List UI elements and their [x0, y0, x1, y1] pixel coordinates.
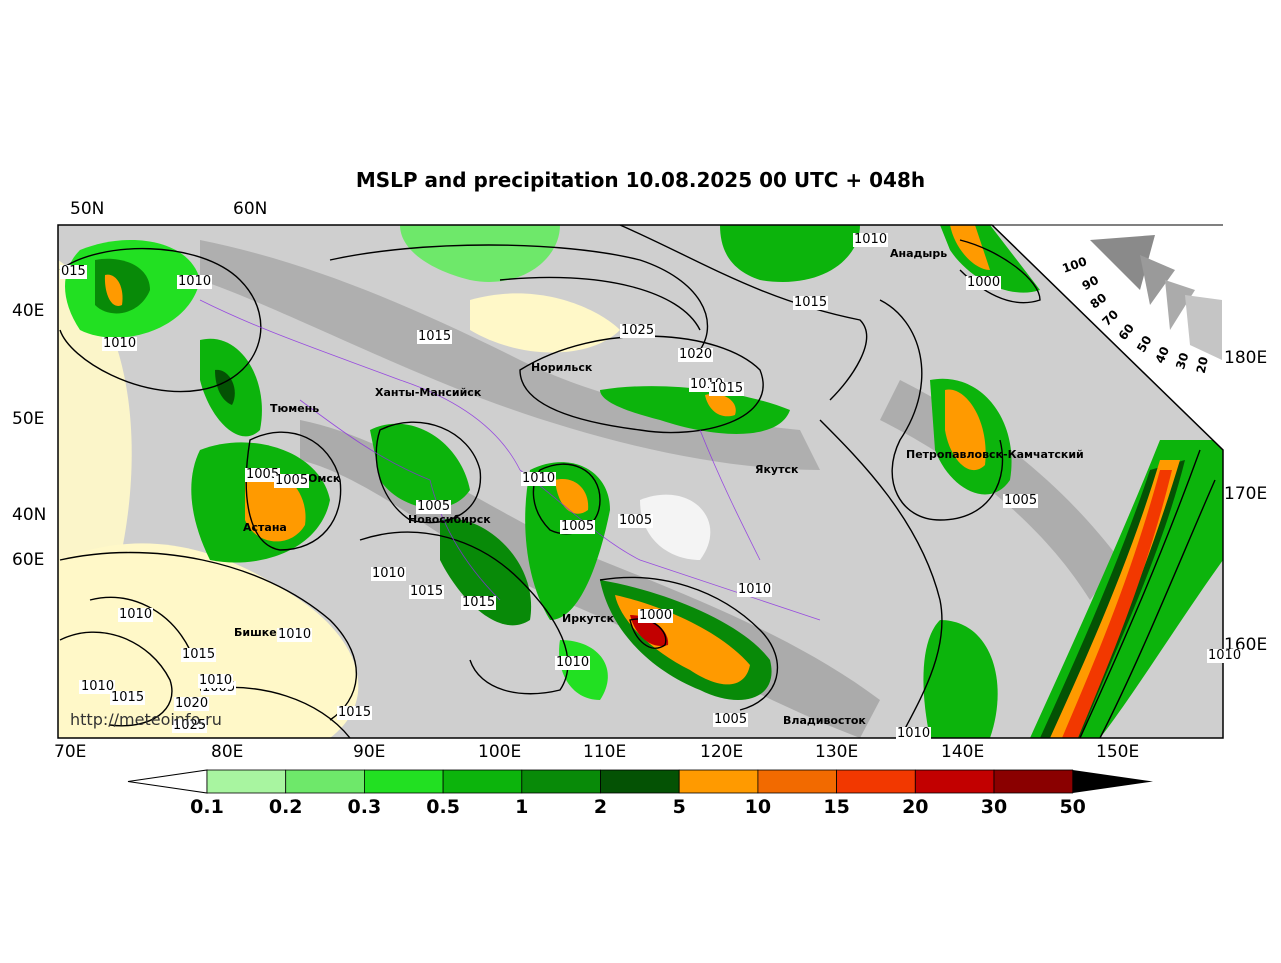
isobar-label: 1010 [371, 566, 407, 581]
isobar-label: 015 [60, 264, 87, 279]
colorbar-bin [285, 769, 365, 794]
colorbar-tick-label: 2 [593, 796, 608, 818]
lat-label-50n: 50N [70, 199, 105, 219]
isobar-label: 1010 [521, 471, 557, 486]
lon-label-bottom-110e: 110E [583, 742, 627, 762]
isobar-label: 1015 [110, 690, 146, 705]
isobar-label: 1010 [853, 232, 889, 247]
city-irkutsk: Иркутск [562, 612, 615, 625]
isobar-label: 1010 [118, 607, 154, 622]
lon-label-bottom-90e: 90E [353, 742, 386, 762]
isobar-label: 1010 [277, 627, 313, 642]
colorbar-tick-label: 50 [1059, 796, 1086, 818]
city-yakutsk: Якутск [755, 463, 799, 476]
isobar-label: 1020 [174, 696, 210, 711]
isobar-label: 1010 [80, 679, 116, 694]
lon-label-bottom-130e: 130E [815, 742, 859, 762]
map-field [58, 225, 1223, 738]
lon-label-left-60e: 60E [12, 550, 45, 570]
colorbar-bin [442, 769, 523, 794]
isobar-label: 1005 [713, 712, 749, 727]
city-vladivostok: Владивосток [783, 714, 866, 727]
colorbar-bin [757, 769, 838, 794]
colorbar-tick-label: 1 [515, 796, 529, 818]
lon-label-left-40e: 40E [12, 301, 45, 321]
lon-label-right-180e: 180E [1224, 348, 1268, 368]
isobar-label: 1005 [1003, 493, 1039, 508]
colorbar-tick-label: 30 [980, 796, 1008, 818]
lon-label-bottom-150e: 150E [1096, 742, 1140, 762]
colorbar-bin [206, 769, 287, 794]
isobar-label: 1015 [709, 381, 745, 396]
colorbar-over-arrow [1072, 770, 1153, 793]
isobar-label: 1015 [793, 295, 829, 310]
colorbar-tick-label: 0.3 [347, 796, 382, 818]
colorbar-tick-label: 10 [744, 796, 772, 818]
watermark: http://meteoinfo.ru [70, 710, 222, 729]
colorbar-under-arrow [127, 769, 208, 794]
colorbar-bin [678, 769, 759, 794]
isobar-label: 1005 [618, 513, 654, 528]
isobar-label: 1015 [417, 329, 453, 344]
colorbar-tick-label: 15 [823, 796, 850, 818]
colorbar-bin [914, 769, 995, 794]
city-astana: Астана [243, 521, 287, 534]
isobar-label: 1005 [245, 467, 281, 482]
city-tyumen: Тюмень [270, 402, 320, 415]
isobar-label: 1010 [102, 336, 138, 351]
isobar-label: 1010 [177, 274, 213, 289]
isobar-label: 1000 [966, 275, 1002, 290]
lon-label-right-170e: 170E [1224, 484, 1268, 504]
lon-label-bottom-120e: 120E [700, 742, 744, 762]
colorbar-bin [993, 769, 1074, 794]
isobar-label: 1010 [198, 673, 234, 688]
isobar-label: 1025 [620, 323, 656, 338]
city-khanty-mansiysk: Ханты-Мансийск [375, 386, 482, 399]
colorbar-bin [836, 769, 916, 794]
wind-speed-scale [1090, 235, 1222, 360]
city-novosibirsk: Новосибирск [408, 513, 491, 526]
lon-label-bottom-100e: 100E [478, 742, 522, 762]
colorbar-bin [521, 769, 601, 794]
colorbar-tick-label: 0.1 [190, 796, 224, 818]
isobar-label: 1000 [638, 608, 674, 623]
lon-label-left-50e: 50E [12, 409, 45, 429]
isobar-label: 1020 [678, 347, 714, 362]
isobar-label: 1015 [337, 705, 373, 720]
colorbar-tick-label: 5 [672, 796, 686, 818]
map-title: MSLP and precipitation 10.08.2025 00 UTC… [355, 168, 926, 192]
isobar-label: 1005 [560, 519, 596, 534]
city-anadyr: Анадырь [890, 247, 948, 260]
isobar-label: 1010 [1207, 648, 1243, 663]
isobar-label: 1010 [555, 655, 591, 670]
colorbar-tick-label: 20 [902, 796, 929, 818]
colorbar-tick-label: 0.5 [426, 796, 460, 818]
isobar-label: 1010 [737, 582, 773, 597]
isobar-label: 1015 [409, 584, 445, 599]
lat-label-left-40n: 40N [12, 505, 47, 525]
lon-label-bottom-80e: 80E [211, 742, 244, 762]
city-omsk: Омск [308, 472, 341, 485]
lat-label-60n: 60N [233, 199, 268, 219]
isobar-label: 1025 [172, 718, 208, 733]
lon-label-bottom-140e: 140E [941, 742, 985, 762]
isobar-label: 1005 [274, 473, 310, 488]
colorbar-bin [600, 769, 680, 794]
isobar-label: 1005 [416, 499, 452, 514]
city-petropavlovsk: Петропавловск-Камчатский [906, 448, 1084, 461]
city-bishkek: Бишкек [234, 626, 285, 639]
isobar-label: 1015 [181, 647, 217, 662]
colorbar-bin [363, 769, 444, 794]
isobar-label: 1015 [461, 595, 497, 610]
city-norilsk: Норильск [531, 361, 593, 374]
colorbar [127, 769, 1153, 794]
isobar-label: 1010 [896, 726, 932, 741]
colorbar-tick-label: 0.2 [268, 796, 303, 818]
lon-label-bottom-70e: 70E [54, 742, 87, 762]
